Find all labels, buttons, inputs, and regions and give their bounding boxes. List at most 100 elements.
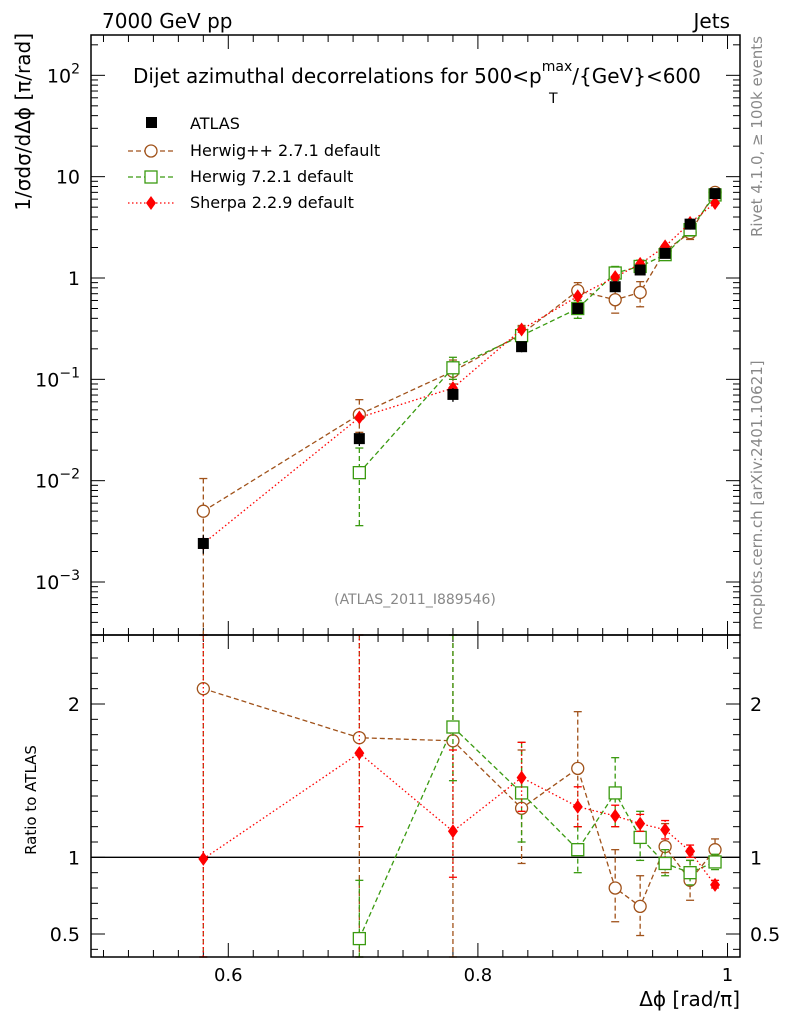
ratio-point-sherpa bbox=[447, 824, 458, 839]
main-point-atlas bbox=[609, 281, 621, 293]
y-tick-label-exp: −2 bbox=[59, 467, 80, 483]
main-point-atlas bbox=[572, 303, 584, 315]
y-tick-label: 1 bbox=[68, 268, 80, 290]
main-line-sherpa bbox=[202, 202, 716, 544]
y-tick-label-base: 10 bbox=[35, 471, 59, 493]
title-sub: T bbox=[548, 91, 558, 107]
ratio-point-herwigpp bbox=[352, 731, 366, 745]
ratio-point-herwig7 bbox=[683, 866, 697, 880]
ratio-plot-data bbox=[196, 634, 722, 958]
legend-marker-atlas bbox=[146, 117, 157, 128]
ratio-point-sherpa bbox=[710, 877, 721, 892]
main-point-atlas bbox=[684, 218, 696, 230]
ratio-line-sherpa bbox=[202, 752, 716, 886]
plot-title: Dijet azimuthal decorrelations for 500<p… bbox=[133, 59, 701, 88]
legend-marker-sherpa bbox=[146, 196, 156, 210]
y-tick-label: 10−2 bbox=[35, 467, 80, 493]
ratio-axes: 0.6 0.8 1 0.5 0.5 1 1 2 2 bbox=[50, 635, 780, 986]
main-point-sherpa bbox=[354, 410, 365, 425]
ratio-point-herwig7 bbox=[352, 931, 366, 946]
y-tick-label-exp: −3 bbox=[59, 568, 80, 584]
y-tick-label: 10−3 bbox=[35, 568, 80, 594]
main-point-herwigpp bbox=[608, 293, 622, 307]
ratio-point-sherpa bbox=[635, 816, 646, 831]
ratio-point-herwig7 bbox=[514, 786, 529, 800]
main-point-atlas bbox=[634, 264, 646, 276]
ratio-y-axis-label: Ratio to ATLAS bbox=[22, 745, 40, 855]
ratio-point-herwig7 bbox=[608, 786, 622, 800]
legend-label-herwigpp: Herwig++ 2.7.1 default bbox=[190, 141, 380, 160]
y-tick-label-exp: −1 bbox=[59, 365, 80, 381]
main-point-atlas bbox=[447, 388, 459, 400]
ratio-tick-label-right: 1 bbox=[750, 847, 762, 869]
title-sup: max bbox=[542, 59, 573, 75]
ratio-point-herwigpp bbox=[633, 899, 647, 914]
y-tick-label-base: 10 bbox=[35, 572, 59, 594]
ratio-point-sherpa bbox=[572, 799, 583, 814]
main-plot-data bbox=[196, 185, 722, 636]
main-point-herwig7 bbox=[446, 361, 460, 375]
main-point-herwigpp bbox=[196, 504, 210, 518]
ratio-tick-label-right: 0.5 bbox=[750, 924, 780, 946]
y-tick-label-base: 10 bbox=[35, 369, 59, 391]
y-tick-label: 10−1 bbox=[35, 365, 80, 391]
x-tick-label: 0.8 bbox=[464, 965, 493, 986]
ratio-point-sherpa bbox=[610, 808, 621, 823]
main-point-sherpa bbox=[516, 322, 527, 337]
main-point-sherpa bbox=[610, 270, 621, 285]
ratio-line-herwig7 bbox=[358, 725, 716, 939]
legend-marker-herwig7 bbox=[144, 170, 158, 184]
header-left: 7000 GeV pp bbox=[102, 9, 233, 33]
y-tick-label-base: 1 bbox=[68, 268, 80, 290]
main-point-atlas bbox=[709, 188, 721, 200]
ratio-point-sherpa bbox=[660, 822, 671, 837]
ratio-point-herwig7 bbox=[633, 830, 647, 845]
ratio-point-sherpa bbox=[516, 770, 527, 785]
ratio-point-herwigpp bbox=[196, 682, 210, 696]
x-axis-label: Δϕ [rad/π] bbox=[639, 987, 740, 1011]
main-plot-frame bbox=[90, 34, 741, 636]
y-tick-label-exp: 2 bbox=[71, 61, 80, 77]
ratio-tick-label: 2 bbox=[68, 694, 80, 716]
side-label-top: Rivet 4.1.0, ≥ 100k events bbox=[748, 36, 766, 237]
main-point-sherpa bbox=[710, 195, 721, 210]
analysis-id: (ATLAS_2011_I889546) bbox=[334, 592, 496, 608]
ratio-point-sherpa bbox=[354, 746, 365, 761]
ratio-point-sherpa bbox=[685, 844, 696, 859]
ratio-tick-label: 1 bbox=[68, 847, 80, 869]
main-point-atlas bbox=[353, 433, 365, 445]
ratio-line-herwigpp bbox=[203, 688, 716, 908]
ratio-plot-frame bbox=[90, 634, 741, 958]
main-point-sherpa bbox=[572, 289, 583, 304]
y-axis-label: 1/σdσ/dΔϕ [π/rad] bbox=[11, 33, 35, 211]
y-tick-label: 102 bbox=[47, 61, 80, 87]
main-point-herwig7 bbox=[352, 466, 366, 480]
legend-marker-herwigpp bbox=[144, 144, 158, 158]
legend-label-sherpa: Sherpa 2.2.9 default bbox=[190, 193, 354, 212]
legend-label-atlas: ATLAS bbox=[190, 114, 240, 133]
legend-label-herwig7: Herwig 7.2.1 default bbox=[190, 167, 353, 186]
ratio-point-herwig7 bbox=[446, 720, 460, 734]
main-point-atlas bbox=[516, 341, 528, 353]
x-tick-label: 1 bbox=[722, 965, 733, 986]
header-right: Jets bbox=[692, 9, 730, 33]
main-point-atlas bbox=[659, 247, 671, 259]
ratio-point-herwig7 bbox=[571, 843, 585, 857]
y-tick-label-base: 10 bbox=[47, 65, 71, 87]
main-point-atlas bbox=[197, 537, 209, 549]
main-line-herwigpp bbox=[202, 192, 716, 512]
ratio-point-herwig7 bbox=[658, 856, 672, 871]
ratio-point-herwig7 bbox=[708, 855, 722, 869]
title-prefix: Dijet azimuthal decorrelations for 500<p bbox=[133, 64, 542, 88]
title-suffix: /{GeV}<600 bbox=[572, 64, 701, 88]
x-tick-label: 0.6 bbox=[214, 965, 243, 986]
main-line-herwig7 bbox=[358, 194, 716, 474]
ratio-tick-label: 0.5 bbox=[50, 924, 80, 946]
ratio-point-herwigpp bbox=[571, 761, 585, 776]
y-tick-label: 10 bbox=[56, 167, 80, 189]
legend: ATLAS Herwig++ 2.7.1 default Herwig 7.2.… bbox=[128, 114, 380, 212]
ratio-point-sherpa bbox=[198, 851, 209, 866]
main-point-herwigpp bbox=[633, 285, 647, 300]
